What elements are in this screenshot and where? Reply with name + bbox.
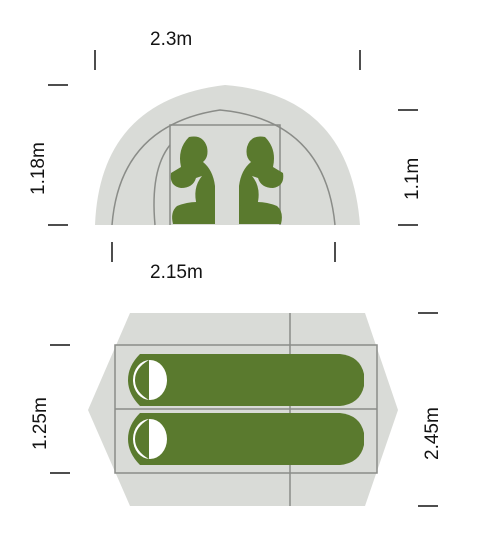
label-plan-inner: 1.25m <box>30 397 51 450</box>
label-left-height: 1.18m <box>28 142 49 195</box>
label-right-height: 1.1m <box>402 158 423 200</box>
label-inner-width: 2.15m <box>150 262 203 283</box>
label-top-width: 2.3m <box>150 29 192 50</box>
label-plan-outer: 2.45m <box>422 407 443 460</box>
sleeping-bag-top-icon <box>128 354 364 406</box>
sleeping-bag-bottom-icon <box>128 413 364 465</box>
tent-diagram: 2.3m 1.18m 1.1m 2.15m 1.25m 2.45m <box>0 0 500 546</box>
side-elevation-group <box>48 50 418 262</box>
floor-plan-group <box>50 313 438 506</box>
